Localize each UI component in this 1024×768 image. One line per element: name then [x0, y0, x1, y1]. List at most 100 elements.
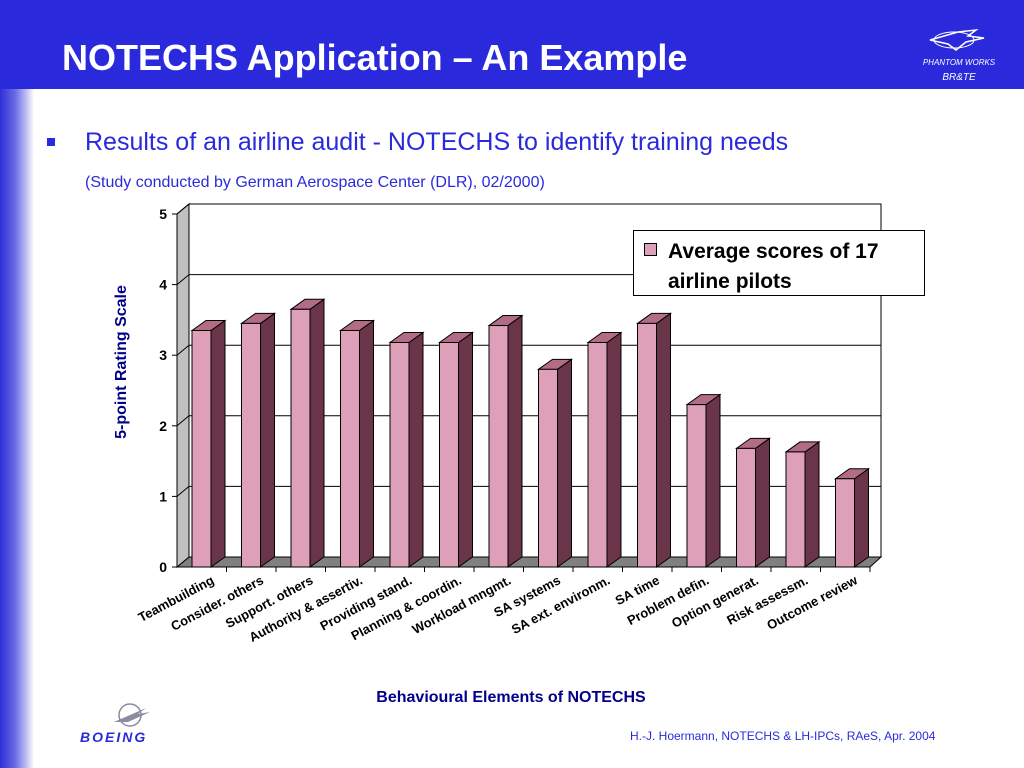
bar-front [340, 329, 360, 568]
bar [487, 314, 524, 568]
y-axis-title: 5-point Rating Scale [113, 285, 130, 439]
bar [289, 298, 326, 568]
bar [635, 312, 673, 568]
bar-front [785, 451, 806, 568]
bar-side [557, 358, 572, 568]
bar-top [536, 358, 574, 370]
bar [586, 331, 623, 568]
y-tick-label: 0 [159, 559, 167, 575]
left-gradient-bar [0, 89, 34, 768]
boeing-icon [114, 703, 150, 727]
footer-credit: H.-J. Hoermann, NOTECHS & LH-IPCs, RAeS,… [630, 729, 936, 743]
bar-top [833, 468, 871, 480]
bar-side [854, 467, 869, 568]
bar-side [656, 312, 671, 568]
x-axis-title: Behavioural Elements of NOTECHS [376, 689, 646, 706]
bar-front [587, 341, 608, 568]
bar-side [359, 319, 374, 568]
legend-swatch [644, 243, 657, 256]
bar-side [606, 331, 622, 568]
bar [338, 319, 376, 568]
bar-front [637, 322, 657, 568]
bar-top [734, 437, 772, 449]
phantom-works-label: PHANTOM WORKS [922, 58, 996, 67]
bar-front [686, 404, 707, 568]
gridline [176, 486, 190, 497]
gridline [176, 344, 190, 356]
x-tick-label: Consider. others [168, 572, 266, 633]
bar-side [755, 437, 770, 568]
bar [784, 440, 821, 568]
x-tick-label: Workload mngmt. [410, 572, 514, 637]
study-note: (Study conducted by German Aerospace Cen… [85, 174, 545, 191]
bar-top [338, 319, 376, 331]
bar [833, 467, 871, 568]
slide-title: NOTECHS Application – An Example [62, 37, 688, 78]
bar-side [408, 331, 424, 568]
bullet-text: Results of an airline audit - NOTECHS to… [85, 128, 789, 156]
bar-front [290, 308, 311, 568]
bar [536, 358, 574, 568]
bar-top [388, 331, 425, 343]
title-bar: NOTECHS Application – An Example PHANTOM… [0, 0, 1024, 89]
bar-top [239, 312, 277, 324]
x-tick-label: Support. others [223, 572, 315, 631]
bullet-icon [47, 138, 55, 146]
chart-legend: Average scores of 17 airline pilots [633, 230, 925, 296]
x-tick-label: SA ext. environm. [509, 572, 613, 637]
bar [685, 393, 722, 568]
bar-side [705, 393, 721, 568]
legend-label: Average scores of 17 airline pilots [668, 240, 879, 293]
bar [437, 331, 475, 568]
bar-top [190, 319, 227, 331]
bar-top [784, 441, 821, 453]
bar-top [289, 298, 326, 310]
x-tick-label: Authority & assertiv. [246, 572, 364, 644]
gridline [176, 274, 190, 285]
bar-side [309, 298, 325, 568]
x-tick-label: Providing stand. [317, 572, 414, 633]
plot-floor [175, 556, 883, 568]
x-tick-label: SA systems [491, 572, 563, 620]
bar-front [736, 447, 756, 568]
y-tick-label: 2 [159, 418, 167, 434]
bar-side [260, 312, 275, 568]
bar-side [210, 319, 226, 568]
bar-front [439, 341, 459, 568]
x-tick-label: Teambuilding [136, 572, 217, 624]
x-tick-label: Option generat. [669, 572, 761, 630]
y-tick-label: 3 [159, 347, 167, 363]
bar [734, 437, 772, 568]
bar-front [389, 341, 410, 568]
phantom-jet-icon [929, 28, 985, 51]
bar [190, 319, 227, 568]
x-tick-label: Planning & coordin. [348, 572, 463, 643]
brte-label: BR&TE [942, 72, 976, 83]
bar-top [487, 315, 524, 327]
phantom-works-logo: PHANTOM WORKS BR&TE [918, 26, 1000, 88]
y-tick-label: 4 [159, 277, 167, 293]
x-tick-label: Risk assessm. [724, 572, 810, 627]
bar [239, 312, 277, 568]
bar-front [835, 478, 855, 568]
bar-side [458, 331, 473, 568]
bar-top [437, 331, 475, 343]
gridline [176, 415, 190, 427]
bar-top [586, 331, 623, 343]
boeing-wordmark: BOEING [80, 729, 148, 745]
x-tick-label: SA time [613, 572, 662, 608]
bar-side [804, 440, 820, 568]
x-tick-label: Problem defin. [625, 572, 712, 628]
bar [388, 331, 425, 568]
bar-side [507, 314, 523, 568]
y-tick-label: 5 [159, 206, 167, 222]
y-tick-label: 1 [159, 488, 167, 504]
bar-front [191, 329, 212, 568]
bar-front [488, 325, 509, 568]
plot-side-wall [176, 202, 190, 569]
bar-front [538, 368, 558, 568]
gridline [176, 203, 190, 215]
chart-bars [190, 298, 871, 568]
x-tick-label: Outcome review [764, 572, 860, 633]
